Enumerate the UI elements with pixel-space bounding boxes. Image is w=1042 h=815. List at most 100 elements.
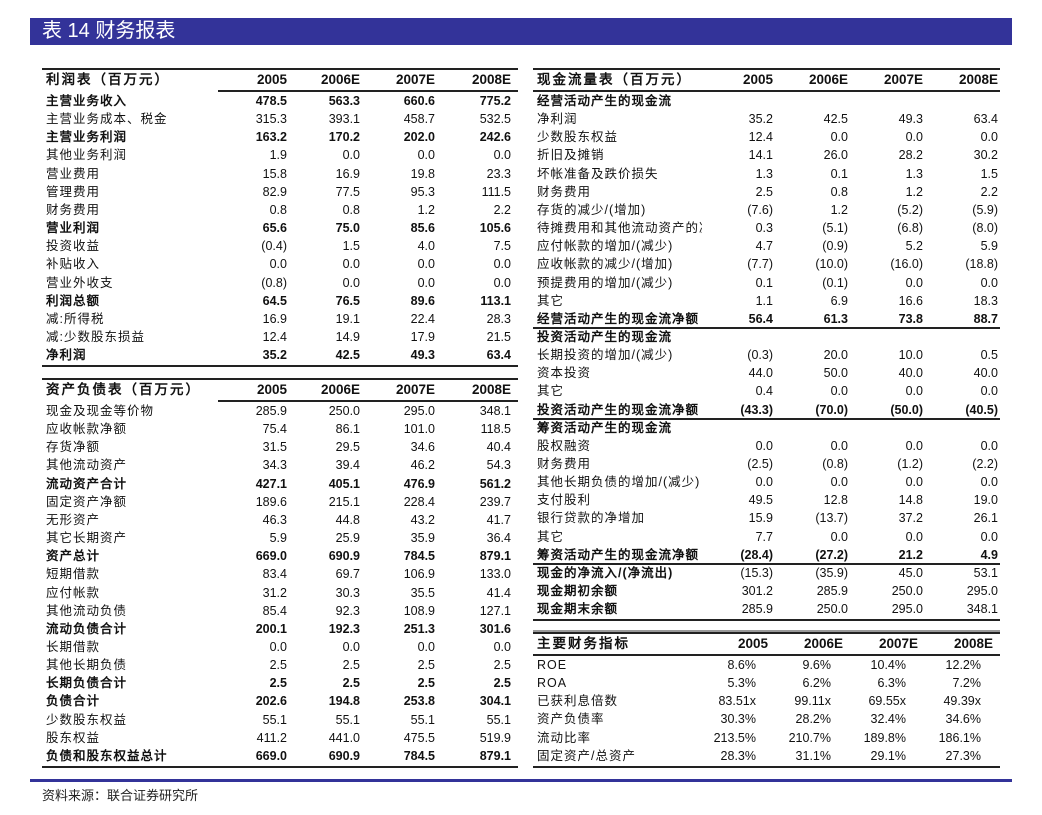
row-value: 25.9 — [335, 531, 360, 546]
row-value: 0.0 — [755, 475, 773, 490]
row-label: 减:所得税 — [46, 311, 105, 326]
row-value: 12.4 — [262, 329, 287, 344]
row-value: 86.1 — [335, 422, 360, 437]
row-label: 主营业务成本、税金 — [46, 112, 168, 127]
row-value: 36.4 — [486, 531, 511, 546]
row-label: 资本投资 — [537, 366, 592, 381]
row-label: 存货净额 — [46, 440, 101, 455]
table-header-row: 利润表（百万元） 2005 2006E 2007E 2008E — [42, 70, 518, 90]
row-value: 563.3 — [328, 94, 360, 108]
row-value: 0.0 — [905, 275, 923, 290]
row-label: 营业费用 — [46, 166, 101, 181]
row-label: 应付帐款 — [46, 585, 101, 600]
row-label: 减:少数股东损益 — [46, 329, 145, 344]
row-value: 0.1 — [755, 275, 773, 290]
row-label: 无形资产 — [46, 512, 101, 527]
row-value: 77.5 — [335, 184, 360, 199]
row-value: 19.0 — [973, 493, 998, 508]
table-row: 资产负债率 30.3% 28.2% 32.4% 34.6% — [533, 710, 1000, 728]
row-label: 长期负债合计 — [46, 676, 128, 691]
table-row: 少数股东权益 55.1 55.1 55.1 55.1 — [42, 711, 518, 729]
table-row: 经营活动产生的现金流净额 56.4 61.3 73.8 88.7 — [533, 310, 1000, 328]
table-row: 应收帐款的减少/(增加) (7.7) (10.0) (16.0) (18.8) — [533, 255, 1000, 273]
row-label: 筹资活动产生的现金流净额 — [537, 547, 700, 562]
row-value: 476.9 — [403, 476, 435, 491]
row-value: 2.5 — [417, 658, 435, 673]
row-value: 2.5 — [269, 658, 287, 673]
row-value: (8.0) — [972, 221, 998, 236]
row-label: ROE — [537, 658, 568, 672]
table-row: 应付帐款的增加/(减少) 4.7 (0.9) 5.2 5.9 — [533, 237, 1000, 255]
year-header: 2007E — [395, 72, 435, 87]
row-value: 18.3 — [973, 293, 998, 308]
table-top-rule — [533, 68, 1000, 70]
row-label: 已获利息倍数 — [537, 694, 619, 709]
row-value: 101.0 — [403, 422, 435, 437]
table-row: 长期借款 0.0 0.0 0.0 0.0 — [42, 638, 518, 656]
row-value: 88.7 — [973, 311, 998, 326]
row-label: 营业利润 — [46, 221, 101, 236]
row-value: 113.1 — [480, 293, 511, 308]
row-value: (5.9) — [972, 202, 998, 217]
row-value: 0.0 — [980, 529, 998, 544]
row-value: 561.2 — [479, 476, 511, 491]
row-value: 85.4 — [262, 603, 287, 618]
year-header: 2006E — [808, 72, 848, 87]
row-value: 9.6% — [802, 658, 832, 672]
year-header: 2005 — [256, 382, 287, 397]
row-value: 10.4% — [870, 658, 906, 672]
row-value: 2.2 — [980, 184, 998, 199]
row-value: 7.7 — [755, 529, 773, 544]
row-value: 127.1 — [479, 603, 511, 618]
row-value: 61.3 — [823, 311, 848, 326]
row-value: 250.0 — [816, 602, 848, 617]
row-label: ROA — [537, 676, 568, 691]
row-label: 股权融资 — [537, 438, 592, 453]
row-value: 189.6 — [255, 494, 287, 509]
row-value: 285.9 — [741, 602, 773, 617]
row-value: 19.8 — [410, 166, 435, 181]
row-value: 42.5 — [823, 112, 848, 127]
row-value: 879.1 — [479, 748, 511, 763]
row-value: 295.0 — [966, 584, 998, 599]
row-label: 支付股利 — [537, 493, 592, 508]
table-row: 支付股利 49.5 12.8 14.8 19.0 — [533, 491, 1000, 509]
row-value: 55.1 — [262, 712, 287, 727]
row-value: 55.1 — [486, 712, 511, 727]
row-value: 8.6% — [727, 658, 757, 672]
row-value: 31.1% — [795, 748, 831, 763]
row-value: 301.6 — [479, 621, 511, 636]
row-value: 0.0 — [905, 475, 923, 490]
row-value: 0.0 — [417, 275, 435, 290]
year-header: 2007E — [878, 636, 918, 651]
row-label: 待摊费用和其他流动资产的减 — [537, 221, 702, 236]
row-value: 53.1 — [973, 565, 998, 580]
row-value: 213.5% — [713, 730, 756, 745]
row-value: 1.5 — [980, 166, 998, 181]
row-value: 30.3% — [720, 712, 756, 727]
row-value: 5.9 — [980, 239, 998, 254]
row-label: 长期借款 — [46, 639, 101, 654]
row-value: (0.4) — [261, 239, 287, 254]
row-value: 35.2 — [748, 112, 773, 127]
row-value: (5.1) — [822, 221, 848, 236]
page-title: 表 14 财务报表 — [30, 18, 1012, 45]
table-row: 投资活动产生的现金流 — [533, 328, 1000, 346]
row-value: 12.2% — [945, 658, 981, 672]
row-value: 315.3 — [255, 112, 287, 127]
table-row: 流动资产合计 427.1 405.1 476.9 561.2 — [42, 475, 518, 493]
row-label: 投资收益 — [46, 239, 101, 254]
row-value: 0.0 — [342, 257, 360, 272]
row-value: 40.0 — [898, 366, 923, 381]
table-row: 资本投资 44.0 50.0 40.0 40.0 — [533, 364, 1000, 382]
year-header: 2006E — [320, 72, 360, 87]
row-label: 补贴收入 — [46, 257, 101, 272]
row-value: 32.4% — [870, 712, 906, 727]
row-value: 669.0 — [255, 748, 287, 763]
row-label: 投资活动产生的现金流净额 — [537, 402, 700, 417]
table-row: 预提费用的增加/(减少) 0.1 (0.1) 0.0 0.0 — [533, 274, 1000, 292]
row-value: (10.0) — [815, 257, 848, 272]
row-value: 5.2 — [905, 239, 923, 254]
table-row: 投资收益 (0.4) 1.5 4.0 7.5 — [42, 237, 518, 255]
section-rule — [533, 326, 1000, 329]
